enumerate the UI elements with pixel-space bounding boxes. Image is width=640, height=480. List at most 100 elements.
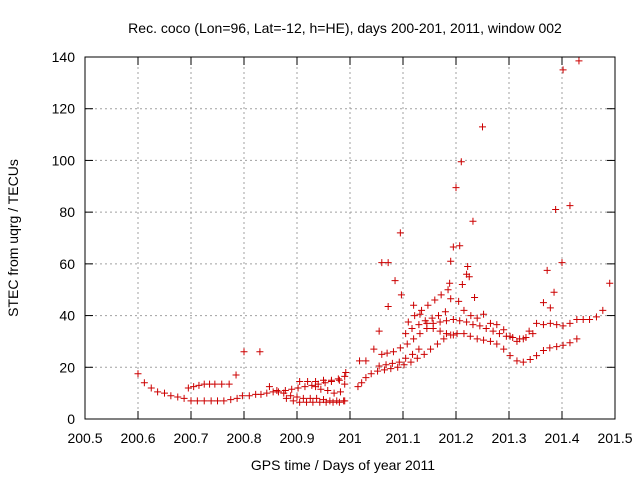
data-point <box>466 332 474 340</box>
data-point <box>336 388 344 396</box>
data-point <box>473 335 481 343</box>
data-point <box>469 217 477 225</box>
data-point <box>420 350 428 358</box>
data-point <box>404 318 412 326</box>
x-axis-label: GPS time / Days of year 2011 <box>251 457 435 473</box>
y-tick-label: 80 <box>59 204 75 220</box>
data-point <box>447 257 455 265</box>
data-point <box>274 388 282 396</box>
y-tick-label: 0 <box>67 411 75 427</box>
data-point <box>184 384 192 392</box>
data-point <box>312 383 320 391</box>
data-point <box>282 394 290 402</box>
x-tick-label: 201.5 <box>597 430 632 446</box>
data-point <box>546 344 554 352</box>
data-point <box>442 317 450 325</box>
data-point <box>296 378 304 386</box>
data-point <box>533 319 541 327</box>
data-point <box>378 350 386 358</box>
data-point <box>436 327 444 335</box>
data-point <box>354 383 362 391</box>
data-point <box>429 325 437 332</box>
data-point <box>257 390 265 398</box>
data-point <box>416 330 424 338</box>
data-point <box>317 385 325 393</box>
data-point <box>187 397 195 405</box>
data-point <box>309 398 317 406</box>
data-point <box>306 394 314 402</box>
data-point <box>415 345 423 353</box>
data-point <box>408 325 416 332</box>
data-point <box>341 372 349 380</box>
x-tick-label: 200.9 <box>279 430 314 446</box>
data-point <box>396 229 404 237</box>
data-point <box>452 184 460 192</box>
x-axis-ticks: 200.5 200.6 200.7 200.8 200.9 201 201.1 201.2 20… <box>67 57 633 446</box>
data-point <box>313 394 321 402</box>
data-point <box>453 330 461 338</box>
data-point <box>486 337 494 345</box>
data-point <box>573 335 581 343</box>
data-point <box>500 326 508 334</box>
data-point <box>384 303 392 311</box>
data-point <box>316 398 324 406</box>
data-point <box>529 330 537 338</box>
data-point <box>558 259 566 267</box>
data-point <box>326 397 334 405</box>
data-point <box>553 343 561 351</box>
data-point <box>460 306 468 314</box>
data-point <box>599 306 607 314</box>
data-point <box>500 345 508 353</box>
data-point <box>409 350 417 358</box>
data-point <box>134 370 142 378</box>
data-point <box>382 361 390 369</box>
data-point <box>473 314 481 322</box>
data-point <box>457 158 465 166</box>
data-point <box>374 367 382 375</box>
data-point <box>265 383 273 391</box>
data-point <box>467 312 475 320</box>
data-point <box>539 321 547 329</box>
data-point <box>154 388 162 396</box>
y-tick-label: 140 <box>52 49 76 65</box>
data-point <box>362 357 370 365</box>
data-point <box>389 348 397 356</box>
data-point <box>356 357 364 365</box>
data-point <box>238 392 246 400</box>
data-point <box>543 266 551 274</box>
data-point <box>341 380 349 388</box>
data-point <box>525 327 533 335</box>
y-tick-label: 120 <box>52 101 76 117</box>
data-point <box>407 358 415 366</box>
data-point <box>493 321 501 329</box>
data-point <box>273 387 281 395</box>
data-point <box>519 335 527 343</box>
data-point <box>513 357 521 365</box>
data-point <box>418 306 426 314</box>
data-point <box>460 330 468 338</box>
data-point <box>449 331 457 339</box>
data-point <box>566 202 574 210</box>
data-point <box>493 340 501 348</box>
data-point <box>375 362 383 370</box>
data-point <box>476 322 484 330</box>
data-point <box>334 375 342 383</box>
data-point <box>384 259 392 267</box>
data-point <box>586 315 594 323</box>
data-point <box>335 398 343 406</box>
data-point <box>441 308 449 316</box>
data-point <box>519 358 527 366</box>
y-tick-label: 60 <box>59 256 75 272</box>
data-point <box>440 335 448 343</box>
data-point <box>449 315 457 323</box>
data-point <box>388 359 396 367</box>
data-point <box>225 380 233 388</box>
data-point <box>220 397 228 405</box>
y-axis-ticks: 0 20 40 60 80 100 120 140 <box>52 49 615 427</box>
data-point <box>573 315 581 323</box>
data-point <box>370 345 378 353</box>
data-point <box>480 336 488 344</box>
data-point <box>200 397 208 405</box>
data-point <box>375 327 383 335</box>
